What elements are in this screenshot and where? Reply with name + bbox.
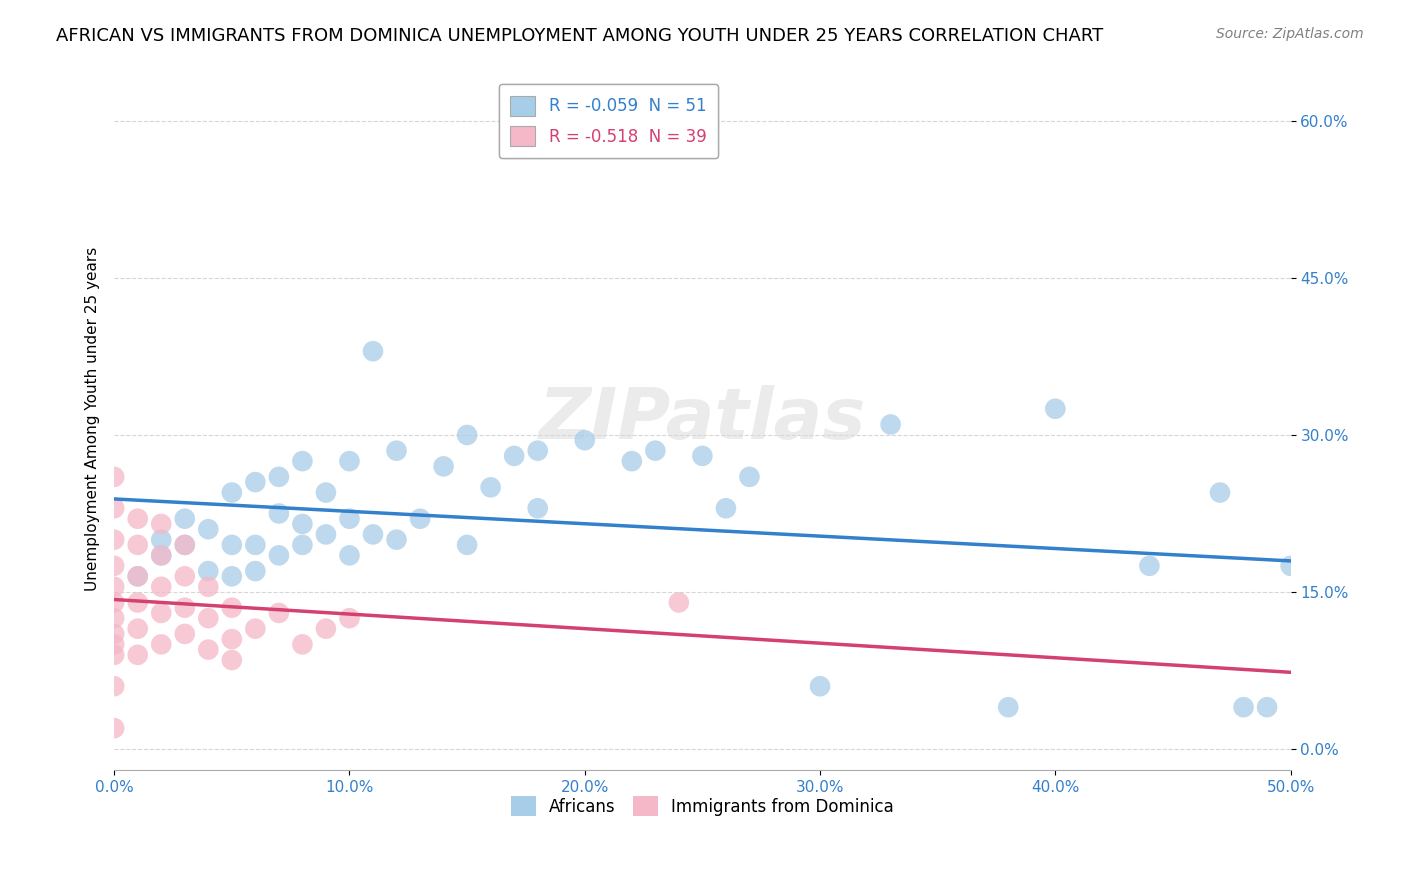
Point — [103, 648, 125, 662]
Point — [291, 637, 314, 651]
Point — [127, 595, 149, 609]
Text: Source: ZipAtlas.com: Source: ZipAtlas.com — [1216, 27, 1364, 41]
Point — [173, 627, 195, 641]
Point — [267, 606, 290, 620]
Point — [103, 611, 125, 625]
Point — [127, 569, 149, 583]
Point — [339, 549, 361, 563]
Point — [267, 507, 290, 521]
Point — [361, 527, 384, 541]
Point — [526, 443, 548, 458]
Point — [315, 485, 337, 500]
Point — [1209, 485, 1232, 500]
Point — [150, 580, 173, 594]
Point — [714, 501, 737, 516]
Point — [692, 449, 714, 463]
Point — [103, 679, 125, 693]
Point — [103, 470, 125, 484]
Point — [245, 538, 267, 552]
Point — [291, 454, 314, 468]
Point — [267, 470, 290, 484]
Point — [644, 443, 666, 458]
Point — [150, 637, 173, 651]
Point — [738, 470, 761, 484]
Point — [385, 533, 408, 547]
Point — [150, 549, 173, 563]
Point — [150, 549, 173, 563]
Point — [361, 344, 384, 359]
Point — [221, 485, 243, 500]
Point — [503, 449, 526, 463]
Point — [479, 480, 502, 494]
Point — [620, 454, 643, 468]
Point — [197, 642, 219, 657]
Point — [808, 679, 831, 693]
Point — [197, 522, 219, 536]
Point — [1256, 700, 1278, 714]
Point — [456, 538, 478, 552]
Point — [103, 558, 125, 573]
Point — [291, 516, 314, 531]
Point — [339, 454, 361, 468]
Point — [879, 417, 901, 432]
Point — [173, 512, 195, 526]
Point — [127, 648, 149, 662]
Point — [103, 721, 125, 735]
Point — [197, 564, 219, 578]
Point — [1232, 700, 1254, 714]
Point — [173, 538, 195, 552]
Point — [245, 564, 267, 578]
Point — [221, 600, 243, 615]
Point — [221, 653, 243, 667]
Text: AFRICAN VS IMMIGRANTS FROM DOMINICA UNEMPLOYMENT AMONG YOUTH UNDER 25 YEARS CORR: AFRICAN VS IMMIGRANTS FROM DOMINICA UNEM… — [56, 27, 1104, 45]
Point — [150, 533, 173, 547]
Y-axis label: Unemployment Among Youth under 25 years: Unemployment Among Youth under 25 years — [86, 247, 100, 591]
Point — [127, 512, 149, 526]
Text: ZIPatlas: ZIPatlas — [538, 384, 866, 454]
Point — [103, 580, 125, 594]
Point — [221, 538, 243, 552]
Point — [173, 569, 195, 583]
Point — [1279, 558, 1302, 573]
Point — [150, 516, 173, 531]
Point — [221, 632, 243, 647]
Point — [103, 533, 125, 547]
Point — [103, 595, 125, 609]
Point — [197, 580, 219, 594]
Point — [150, 606, 173, 620]
Point — [1139, 558, 1161, 573]
Point — [526, 501, 548, 516]
Point — [127, 538, 149, 552]
Point — [668, 595, 690, 609]
Point — [997, 700, 1019, 714]
Point — [574, 433, 596, 447]
Point — [103, 627, 125, 641]
Point — [339, 512, 361, 526]
Point — [1045, 401, 1067, 416]
Point — [221, 569, 243, 583]
Point — [245, 622, 267, 636]
Point — [103, 501, 125, 516]
Point — [245, 475, 267, 489]
Point — [173, 538, 195, 552]
Point — [291, 538, 314, 552]
Point — [127, 569, 149, 583]
Point — [385, 443, 408, 458]
Point — [456, 428, 478, 442]
Legend: Africans, Immigrants from Dominica: Africans, Immigrants from Dominica — [503, 788, 903, 825]
Point — [197, 611, 219, 625]
Point — [315, 622, 337, 636]
Point — [173, 600, 195, 615]
Point — [432, 459, 454, 474]
Point — [339, 611, 361, 625]
Point — [315, 527, 337, 541]
Point — [267, 549, 290, 563]
Point — [127, 622, 149, 636]
Point — [409, 512, 432, 526]
Point — [103, 637, 125, 651]
